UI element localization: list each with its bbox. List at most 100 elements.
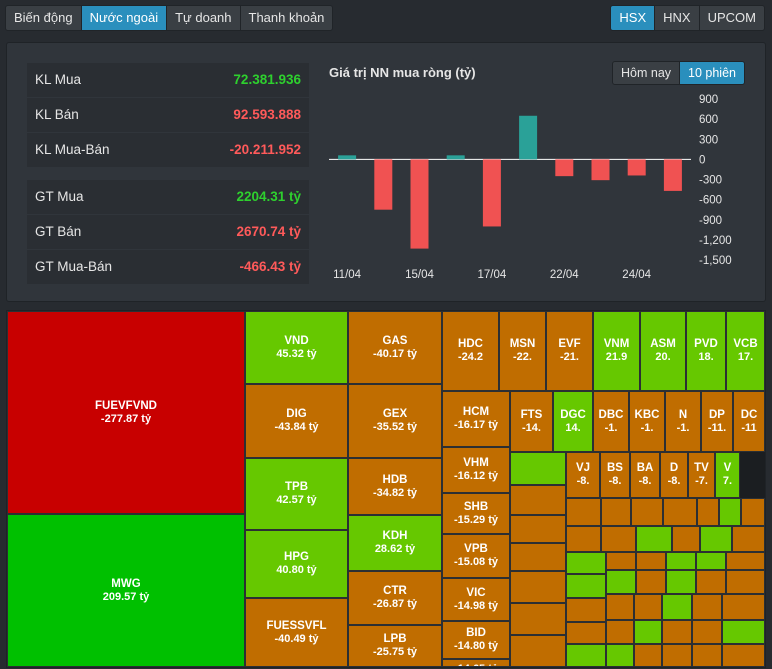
treemap-cell-small[interactable] [719,498,741,526]
treemap-cell-small[interactable] [606,594,634,620]
treemap-cell-d[interactable]: D -8. [660,452,688,498]
treemap-cell-bid[interactable]: BID -14.80 tỷ [442,621,510,659]
treemap-cell-dbc[interactable]: DBC -1. [593,391,629,452]
treemap-cell-gex[interactable]: GEX -35.52 tỷ [348,384,442,458]
treemap-cell-small[interactable] [606,570,636,594]
treemap-cell-small[interactable] [662,620,692,644]
tab-thanh-khoan[interactable]: Thanh khoản [240,5,334,31]
treemap-cell-small[interactable] [662,594,692,620]
treemap-cell-small[interactable] [566,526,601,552]
treemap-cell-vix[interactable]: VIX-14.65 tỷ [442,659,510,667]
treemap-cell-small[interactable] [636,570,666,594]
treemap-cell-v[interactable]: V 7. [715,452,740,498]
treemap-cell-small[interactable] [696,570,726,594]
treemap-cell-small[interactable] [601,526,636,552]
treemap-cell-small[interactable] [700,526,732,552]
treemap-cell-asm[interactable]: ASM 20. [640,311,686,391]
tab-bien-dong[interactable]: Biến động [5,5,82,31]
treemap-cell-small[interactable] [636,526,672,552]
bar-25/04[interactable] [663,159,682,191]
treemap-cell-tv[interactable]: TV -7. [688,452,715,498]
treemap-cell-small[interactable] [510,543,566,571]
treemap-cell-small[interactable] [722,594,765,620]
treemap-cell-hcm[interactable]: HCM -16.17 tỷ [442,391,510,447]
treemap-cell-small[interactable] [634,644,662,667]
treemap-cell-fuessvfl[interactable]: FUESSVFL -40.49 tỷ [245,598,348,667]
treemap-cell-small[interactable] [606,620,634,644]
treemap-cell-small[interactable] [566,598,606,622]
bar-22/04[interactable] [555,159,574,177]
treemap-cell-n[interactable]: N -1. [665,391,701,452]
treemap-cell-small[interactable] [732,526,765,552]
treemap-cell-small[interactable] [606,644,634,667]
treemap-cell-small[interactable] [606,552,636,570]
treemap-cell-small[interactable] [672,526,700,552]
bar-16/04[interactable] [446,155,465,160]
treemap-cell-small[interactable] [692,644,722,667]
bar-12/04[interactable] [374,159,393,210]
treemap-cell-dig[interactable]: DIG -43.84 tỷ [245,384,348,458]
treemap-cell-evf[interactable]: EVF -21. [546,311,593,391]
treemap-cell-small[interactable] [692,620,722,644]
treemap-cell-vcb[interactable]: VCB 17. [726,311,765,391]
treemap-cell-small[interactable] [697,498,719,526]
treemap-cell-small[interactable] [510,485,566,515]
bar-24/04[interactable] [627,159,646,176]
treemap-cell-small[interactable] [510,452,566,485]
tab-upcom[interactable]: UPCOM [699,5,765,31]
treemap-cell-hdc[interactable]: HDC -24.2 [442,311,499,391]
range-10-sessions-button[interactable]: 10 phiên [680,61,745,85]
treemap-cell-vhm[interactable]: VHM -16.12 tỷ [442,447,510,493]
treemap-cell-small[interactable] [741,498,765,526]
treemap-cell-small[interactable] [692,594,722,620]
treemap-cell-small[interactable] [666,570,696,594]
treemap-cell-dgc[interactable]: DGC 14. [553,391,593,452]
treemap-cell-dp[interactable]: DP -11. [701,391,733,452]
treemap-cell-msn[interactable]: MSN -22. [499,311,546,391]
treemap-cell-bs[interactable]: BS -8. [600,452,630,498]
treemap-cell-small[interactable] [510,635,566,667]
bar-18/04[interactable] [519,115,538,160]
treemap-cell-shb[interactable]: SHB -15.29 tỷ [442,493,510,534]
treemap-cell-small[interactable] [722,644,765,667]
treemap-cell-vj[interactable]: VJ -8. [566,452,600,498]
treemap-cell-fts[interactable]: FTS -14. [510,391,553,452]
treemap-cell-hpg[interactable]: HPG 40.80 tỷ [245,530,348,598]
bar-17/04[interactable] [482,159,501,227]
range-today-button[interactable]: Hôm nay [612,61,681,85]
treemap-cell-kbc[interactable]: KBC -1. [629,391,665,452]
treemap-cell-small[interactable] [666,552,696,570]
treemap-cell-small[interactable] [510,603,566,635]
treemap-cell-kdh[interactable]: KDH 28.62 tỷ [348,515,442,571]
treemap-cell-small[interactable] [566,552,606,574]
treemap-cell-mwg[interactable]: MWG 209.57 tỷ [7,514,245,667]
treemap-cell-vpb[interactable]: VPB -15.08 tỷ [442,534,510,578]
treemap-cell-small[interactable] [722,620,765,644]
treemap-cell-vnm[interactable]: VNM 21.9 [593,311,640,391]
treemap-cell-small[interactable] [726,552,765,570]
treemap-cell-small[interactable] [696,552,726,570]
treemap-cell-gas[interactable]: GAS -40.17 tỷ [348,311,442,384]
tab-hnx[interactable]: HNX [655,5,700,31]
treemap-cell-ctr[interactable]: CTR -26.87 tỷ [348,571,442,625]
treemap-cell-small[interactable] [601,498,631,526]
treemap-cell-small[interactable] [634,620,662,644]
tab-tu-doanh[interactable]: Tự doanh [167,5,241,31]
treemap-cell-ba[interactable]: BA -8. [630,452,660,498]
treemap-cell-vnd[interactable]: VND 45.32 tỷ [245,311,348,384]
treemap-cell-fuevfvnd[interactable]: FUEVFVND -277.87 tỷ [7,311,245,514]
tab-nuoc-ngoai[interactable]: Nước ngoài [81,5,168,31]
treemap-cell-lpb[interactable]: LPB -25.75 tỷ [348,625,442,667]
treemap-cell-hdb[interactable]: HDB -34.82 tỷ [348,458,442,515]
bar-23/04[interactable] [591,159,610,181]
treemap-cell-small[interactable] [566,622,606,644]
treemap-cell-small[interactable] [510,571,566,603]
treemap-cell-small[interactable] [566,644,606,667]
bar-11/04[interactable] [338,155,357,160]
treemap-cell-small[interactable] [566,574,606,598]
treemap-cell-small[interactable] [636,552,666,570]
treemap-cell-vic[interactable]: VIC -14.98 tỷ [442,578,510,621]
treemap-cell-small[interactable] [726,570,765,594]
treemap-cell-small[interactable] [663,498,697,526]
treemap-cell-small[interactable] [566,498,601,526]
